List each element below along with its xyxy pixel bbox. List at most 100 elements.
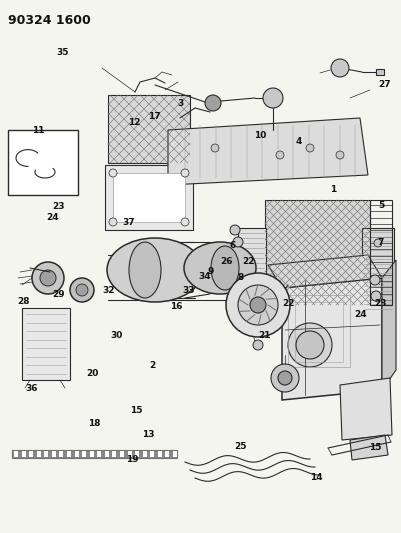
Text: 26: 26 [220, 257, 233, 265]
Text: 7: 7 [378, 238, 384, 247]
Circle shape [230, 225, 240, 235]
Circle shape [253, 340, 263, 350]
Bar [90, 451, 94, 457]
Text: 15: 15 [369, 443, 381, 452]
Circle shape [250, 297, 266, 313]
Text: 21: 21 [258, 332, 271, 340]
Ellipse shape [184, 242, 256, 294]
Text: 19: 19 [126, 455, 139, 464]
Bar [22, 451, 26, 457]
Text: 16: 16 [170, 302, 183, 311]
Bar [238, 228, 266, 283]
Circle shape [238, 285, 278, 325]
Text: 35: 35 [56, 48, 69, 56]
Text: 90324 1600: 90324 1600 [8, 14, 91, 27]
Polygon shape [340, 378, 392, 440]
Bar [97, 451, 101, 457]
Circle shape [32, 262, 64, 294]
Bar [135, 451, 139, 457]
Text: 20: 20 [86, 369, 98, 377]
Text: 33: 33 [182, 286, 195, 295]
Text: 28: 28 [17, 297, 30, 305]
Bar [265, 200, 370, 305]
Circle shape [370, 275, 380, 285]
Polygon shape [382, 260, 396, 390]
Circle shape [276, 151, 284, 159]
Text: 27: 27 [379, 80, 391, 88]
Bar [166, 451, 170, 457]
Circle shape [278, 371, 292, 385]
Bar [82, 451, 86, 457]
Circle shape [306, 144, 314, 152]
Bar [150, 451, 154, 457]
Text: 23: 23 [375, 300, 387, 308]
Text: 34: 34 [198, 272, 211, 280]
Bar [67, 451, 71, 457]
Text: 14: 14 [310, 473, 323, 481]
Bar [113, 173, 185, 222]
Circle shape [374, 239, 382, 247]
Circle shape [76, 284, 88, 296]
Text: 1: 1 [330, 185, 336, 193]
Text: 11: 11 [32, 126, 45, 135]
Text: 32: 32 [102, 286, 115, 295]
Bar [288, 295, 350, 367]
Circle shape [70, 278, 94, 302]
Text: 29: 29 [52, 290, 65, 298]
Bar [143, 451, 147, 457]
Polygon shape [282, 278, 382, 400]
Bar [120, 451, 124, 457]
Circle shape [374, 294, 382, 302]
Text: 8: 8 [237, 273, 244, 281]
Bar [105, 165, 193, 230]
Circle shape [181, 169, 189, 177]
Circle shape [233, 237, 243, 247]
Text: 2: 2 [149, 361, 156, 369]
Bar [376, 69, 384, 75]
Circle shape [181, 218, 189, 226]
Bar [108, 95, 190, 163]
Text: 5: 5 [378, 201, 384, 209]
Circle shape [109, 218, 117, 226]
Circle shape [296, 331, 324, 359]
Text: 12: 12 [128, 118, 141, 127]
Ellipse shape [129, 242, 161, 298]
Bar [37, 451, 41, 457]
Text: 25: 25 [234, 442, 247, 451]
Bar [128, 451, 132, 457]
Circle shape [211, 144, 219, 152]
Text: 22: 22 [242, 257, 255, 265]
Polygon shape [268, 255, 382, 288]
Text: 13: 13 [142, 430, 155, 439]
Bar [29, 451, 33, 457]
Polygon shape [168, 118, 368, 185]
Text: 23: 23 [52, 203, 65, 211]
Text: 22: 22 [282, 300, 295, 308]
Bar [22, 308, 70, 380]
Text: 4: 4 [296, 137, 302, 146]
Text: 37: 37 [122, 219, 135, 227]
Bar [12, 450, 177, 458]
Bar [52, 451, 56, 457]
Circle shape [336, 151, 344, 159]
Bar [357, 310, 375, 342]
Bar [370, 200, 392, 305]
Text: 10: 10 [255, 132, 267, 140]
Circle shape [40, 270, 56, 286]
Text: 24: 24 [354, 310, 367, 319]
Bar [59, 451, 63, 457]
Bar [105, 451, 109, 457]
Polygon shape [350, 435, 388, 460]
Text: 24: 24 [46, 213, 59, 222]
Text: 6: 6 [229, 241, 236, 249]
Bar [14, 451, 18, 457]
Bar [112, 451, 116, 457]
Bar [75, 451, 79, 457]
Text: 17: 17 [148, 112, 161, 120]
Bar [8, 130, 78, 195]
Circle shape [109, 169, 117, 177]
Text: 3: 3 [177, 100, 184, 108]
Circle shape [271, 364, 299, 392]
Bar [362, 228, 394, 313]
Bar [158, 451, 162, 457]
